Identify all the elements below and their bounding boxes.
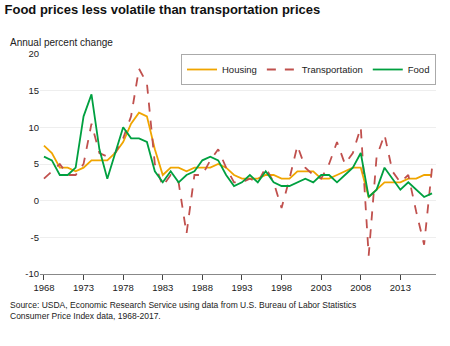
svg-text:5: 5 bbox=[34, 158, 39, 169]
svg-text:Source: USDA, Economic Researc: Source: USDA, Economic Research Service … bbox=[10, 300, 356, 321]
svg-text:15: 15 bbox=[28, 85, 39, 96]
svg-text:1973: 1973 bbox=[73, 282, 94, 293]
svg-text:0: 0 bbox=[34, 195, 39, 206]
svg-text:2013: 2013 bbox=[390, 282, 411, 293]
svg-text:1968: 1968 bbox=[33, 282, 54, 293]
svg-text:2008: 2008 bbox=[350, 282, 371, 293]
svg-text:1993: 1993 bbox=[231, 282, 252, 293]
svg-text:1988: 1988 bbox=[192, 282, 213, 293]
svg-text:-5: -5 bbox=[31, 232, 39, 243]
svg-text:1998: 1998 bbox=[271, 282, 292, 293]
svg-text:Transportation: Transportation bbox=[302, 64, 363, 75]
svg-text:10: 10 bbox=[28, 122, 39, 133]
svg-text:1978: 1978 bbox=[113, 282, 134, 293]
svg-text:-10: -10 bbox=[25, 268, 39, 279]
svg-text:1983: 1983 bbox=[152, 282, 173, 293]
svg-text:20: 20 bbox=[28, 48, 39, 59]
svg-text:Housing: Housing bbox=[222, 64, 257, 75]
svg-text:Food: Food bbox=[408, 64, 430, 75]
svg-text:2003: 2003 bbox=[311, 282, 332, 293]
svg-text:Annual percent change: Annual percent change bbox=[10, 37, 113, 48]
svg-text:Food prices less volatile than: Food prices less volatile than transport… bbox=[5, 2, 321, 17]
